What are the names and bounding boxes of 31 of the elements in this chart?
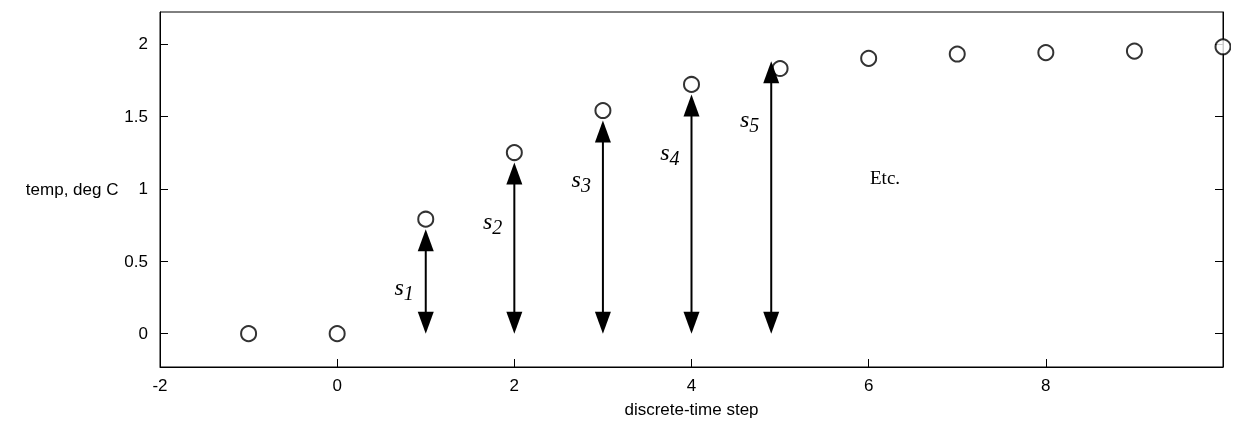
annotation: s$_{3}$ xyxy=(571,165,591,196)
point xyxy=(594,102,612,120)
point xyxy=(1214,38,1231,56)
annotation: s$_{1}$ xyxy=(394,273,414,305)
y-axis-title: temp, deg C xyxy=(25,180,119,199)
x-tick-label: 4 xyxy=(686,376,697,395)
point xyxy=(683,75,700,93)
point xyxy=(948,45,966,63)
x-axis-title: discrete-time step xyxy=(624,400,759,419)
point xyxy=(860,49,878,67)
x-tick-label: 8 xyxy=(1041,376,1051,395)
y-tick-label: 1 xyxy=(138,179,148,199)
x-tick-label: 6 xyxy=(863,376,874,395)
x-tick-label: 2 xyxy=(509,376,520,395)
x-tick-label: 0 xyxy=(332,376,342,395)
y-tick-label: 1.5 xyxy=(124,106,148,126)
annotation: s$_{2}$ xyxy=(482,207,503,238)
point xyxy=(505,144,523,162)
point xyxy=(328,325,346,343)
y-tick-label: 0.5 xyxy=(124,251,148,271)
point xyxy=(1125,42,1143,60)
point xyxy=(771,60,789,78)
annotation: s$_{5}$ xyxy=(739,105,760,137)
point xyxy=(1037,44,1055,62)
point xyxy=(417,210,435,228)
y-tick-label: 0 xyxy=(138,324,148,344)
point xyxy=(240,325,258,343)
annotation: s$_{4}$ xyxy=(660,139,680,170)
y-tick-label: 2 xyxy=(138,34,148,54)
x-tick-label: -2 xyxy=(152,376,168,395)
annotation: Etc. xyxy=(870,167,901,188)
